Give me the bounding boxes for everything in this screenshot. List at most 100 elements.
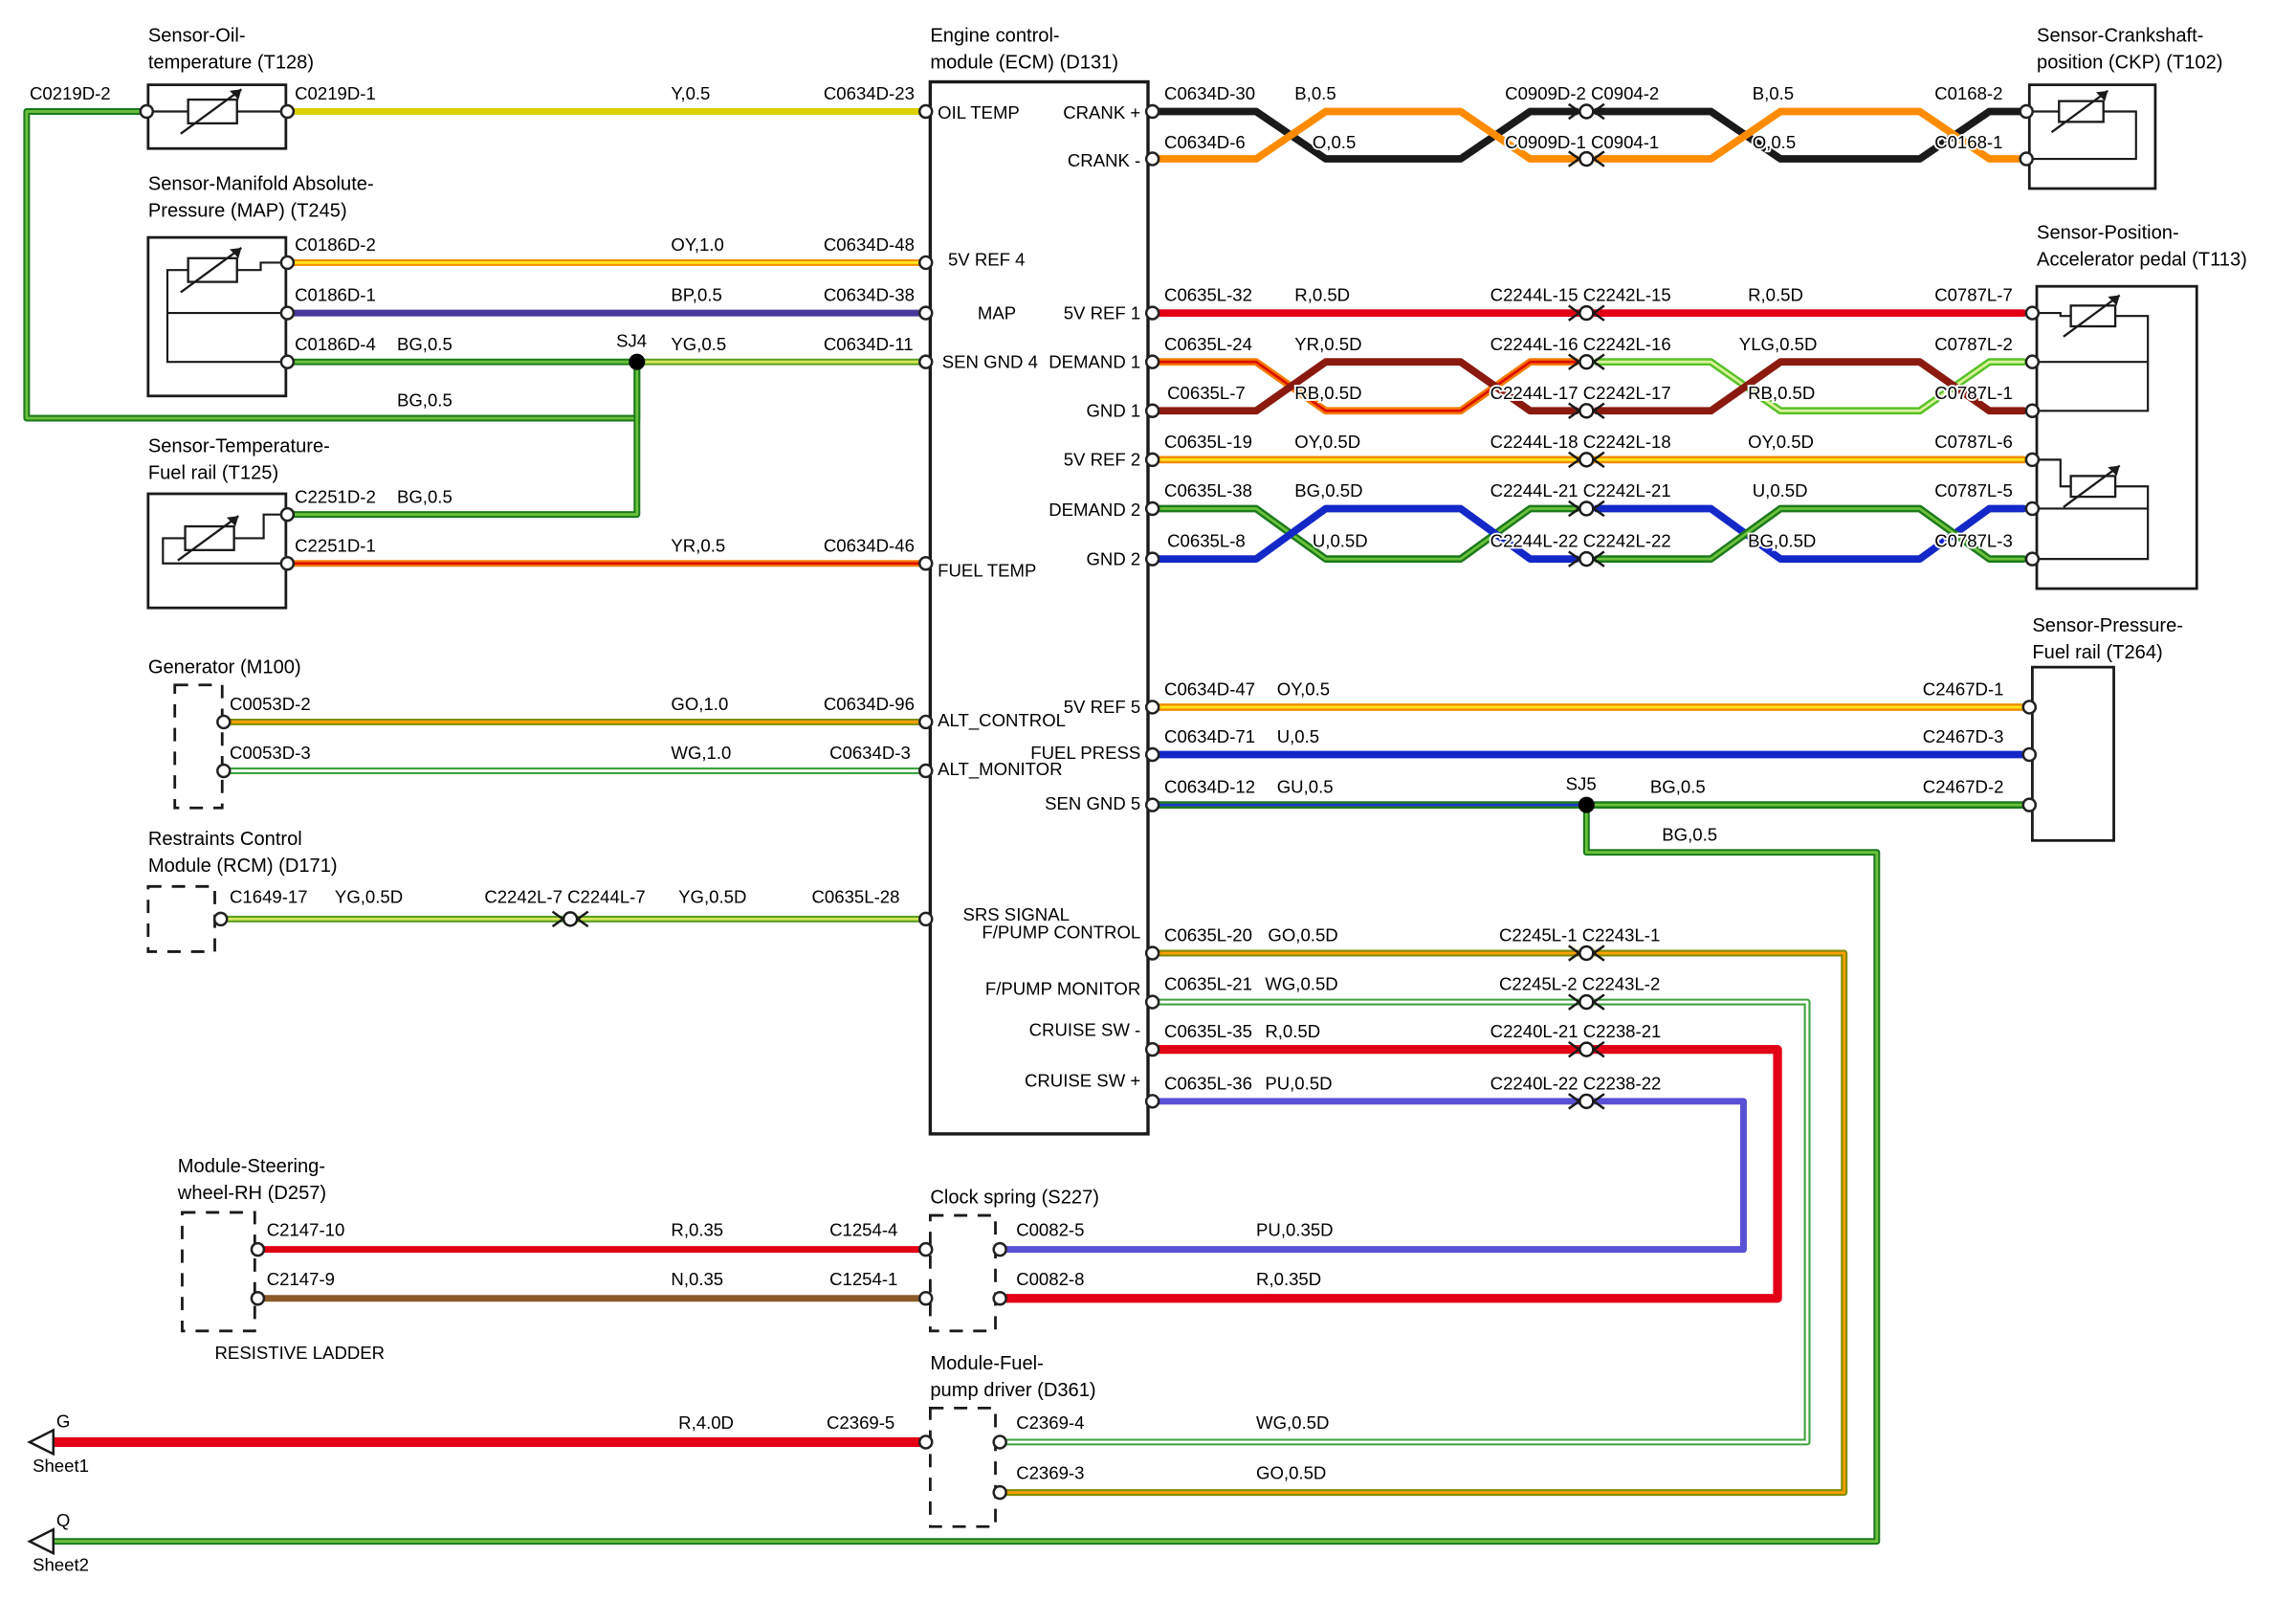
inline-connector-icon [1578, 993, 1595, 1011]
component-title-t245: Pressure (MAP) (T245) [148, 200, 347, 221]
wire-label: RB,0.5D [1748, 383, 1815, 403]
wire-label: C0635L-8 [1167, 531, 1246, 551]
terminal-icon [1144, 551, 1160, 567]
wire-label: GU,0.5 [1277, 777, 1334, 797]
inline-connector-icon [1578, 452, 1595, 468]
wire-label: C0634D-48 [824, 234, 915, 255]
component-box-d257 [181, 1211, 256, 1333]
wire-label: C0634D-47 [1164, 679, 1255, 700]
wire-label: C0634D-71 [1164, 726, 1255, 746]
inline-connector-icon [1591, 1093, 1605, 1110]
sheet-ref-label: Sheet1 [33, 1456, 89, 1476]
wire-label: R,0.35 [671, 1220, 723, 1240]
ecm-pin-label: GND 2 [1086, 548, 1140, 568]
component-title-t113: Accelerator pedal (T113) [2037, 250, 2247, 271]
wire-core-fpump-monitor [1000, 1000, 1809, 1444]
wire-cruise-neg [997, 1044, 1782, 1303]
wire-label: C2244L-17 C2242L-17 [1490, 383, 1671, 403]
inline-connector-icon [1591, 500, 1605, 518]
inline-connector-icon [1578, 550, 1595, 567]
wire-label: C2369-4 [1016, 1412, 1084, 1433]
wire-label: C2244L-16 C2242L-16 [1490, 334, 1671, 354]
wire-label: GO,0.5D [1268, 925, 1337, 945]
component-box-d361 [928, 1406, 997, 1528]
wire-label: C2240L-21 C2238-21 [1490, 1021, 1662, 1041]
ecm-pin-label: ALT_CONTROL [938, 710, 1066, 731]
wire-label: C0634D-11 [824, 334, 914, 354]
terminal-icon [1144, 1041, 1160, 1057]
inline-connector-icon [1591, 304, 1605, 322]
wire-label: C0634D-6 [1164, 132, 1246, 152]
inline-connector-icon [1591, 150, 1605, 167]
splice-dot-SJ4 [629, 353, 646, 370]
wire-label: YG,0.5D [335, 886, 403, 906]
thermistor-arrowhead-icon [230, 247, 242, 258]
component-title-d257: wheel-RH (D257) [177, 1183, 326, 1204]
terminal-icon [279, 556, 296, 571]
wire-label: C0053D-2 [230, 694, 311, 714]
wire-label: R,0.5D [1265, 1021, 1320, 1041]
ecm-pin-label: OIL TEMP [938, 102, 1020, 122]
terminal-icon [917, 714, 934, 730]
wire-label: C2244L-15 C2242L-15 [1490, 285, 1671, 305]
component-box-s227 [928, 1213, 997, 1333]
wire-crank-neg-b [1593, 107, 2027, 163]
thermistor-arrowhead-icon [226, 516, 239, 527]
inline-connector-icon [1591, 993, 1605, 1011]
wire-core-fuelrail-temp-ground [290, 360, 639, 517]
wire-label: PU,0.5D [1265, 1073, 1332, 1093]
wire-label: OY,0.5D [1294, 432, 1360, 452]
wire-label: U,0.5D [1313, 531, 1368, 551]
wire-label: OY,0.5D [1748, 432, 1814, 452]
component-title-t264: Fuel rail (T264) [2032, 642, 2162, 663]
sheet-circuit-letter: Q [56, 1510, 70, 1530]
sheet-ref-label: Sheet2 [33, 1555, 89, 1575]
terminal-icon [1144, 354, 1160, 369]
inline-connector-icon [1591, 102, 1605, 121]
wire-label: C0082-8 [1016, 1269, 1084, 1289]
wire-label: C0634D-38 [824, 285, 915, 305]
wire-label: C2240L-22 C2238-22 [1490, 1073, 1662, 1093]
terminal-icon [1144, 797, 1160, 812]
terminal-icon [279, 103, 296, 120]
component-title-t102: position (CKP) (T102) [2037, 53, 2222, 74]
component-title-t264: Sensor-Pressure- [2032, 615, 2183, 636]
terminal-icon [1144, 746, 1160, 763]
wire-crank-pos-a [1150, 107, 1580, 163]
wire-label: C0634D-96 [824, 694, 915, 714]
wire-label: YG,0.5 [671, 334, 726, 354]
terminal-icon [250, 1291, 266, 1306]
wire-label: C0635L-36 [1164, 1073, 1252, 1093]
ecm-pin-label: DEMAND 1 [1049, 351, 1140, 371]
ecm-pin-label: 5V REF 1 [1064, 302, 1141, 322]
terminal-icon [2024, 452, 2041, 468]
wire-label: C2242L-7 C2244L-7 [484, 886, 645, 906]
ecm-pin-label: 5V REF 5 [1064, 697, 1141, 717]
terminal-icon [917, 1434, 934, 1450]
thermistor-arrow-icon [180, 88, 243, 135]
component-title-t125: Sensor-Temperature- [148, 436, 330, 457]
terminal-icon [1144, 452, 1160, 468]
ecm-pin-label: SEN GND 5 [1045, 793, 1140, 813]
inline-connector-icon [1578, 1093, 1595, 1110]
terminal-icon [992, 1291, 1007, 1306]
wire-label: C0787L-7 [1934, 285, 2013, 305]
wire-label: O,0.5 [1313, 132, 1356, 152]
wire-label: C0635L-38 [1164, 480, 1252, 500]
wire-label: C0634D-30 [1164, 83, 1255, 103]
component-box-m100 [173, 683, 224, 810]
ecm-pin-label: F/PUMP MONITOR [985, 978, 1140, 998]
wire-gnd1-b [1593, 358, 2027, 415]
component-title-d257: Module-Steering- [178, 1156, 325, 1177]
inline-connector-icon [1578, 103, 1595, 120]
terminal-icon [992, 1434, 1007, 1450]
wire-label: Y,0.5 [671, 83, 710, 103]
wire-label: C0635L-7 [1167, 383, 1246, 403]
wire-label: R,4.0D [678, 1412, 734, 1433]
wire-label: R,0.35D [1256, 1269, 1321, 1289]
wire-label: BG,0.5D [1294, 480, 1362, 500]
ecm-pin-label: 5V REF 2 [1064, 450, 1141, 470]
wire-label: U,0.5 [1277, 726, 1319, 746]
wire-label: WG,0.5D [1256, 1412, 1329, 1433]
terminal-icon [1144, 994, 1160, 1010]
